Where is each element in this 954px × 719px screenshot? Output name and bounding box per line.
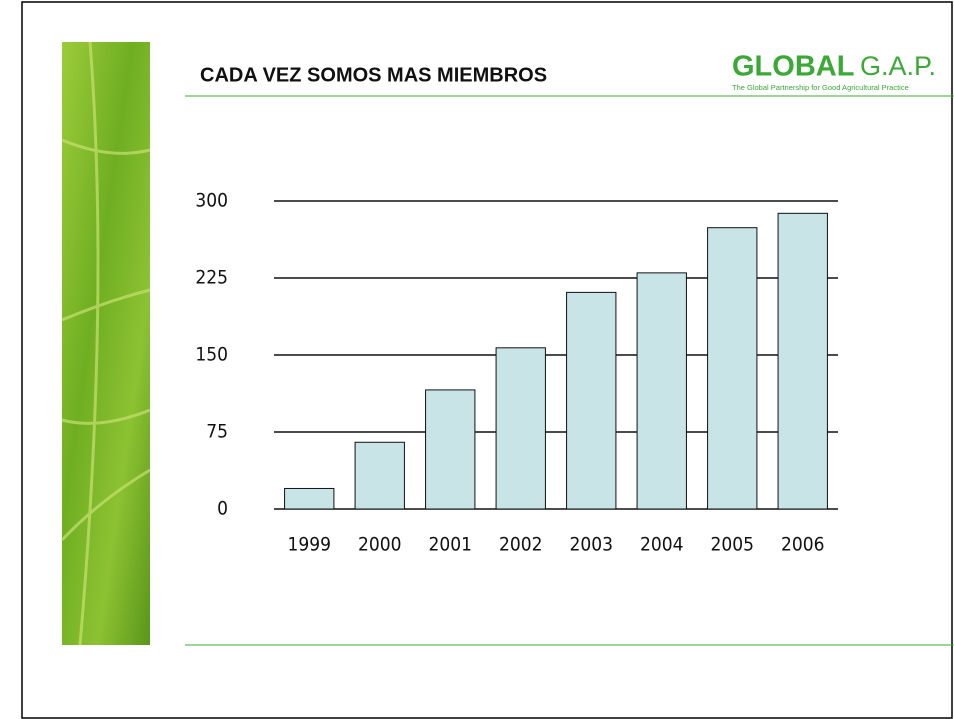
- bar: [425, 389, 476, 510]
- y-tick-label: 0: [217, 498, 228, 520]
- x-tick-label: 2000: [358, 534, 402, 556]
- x-tick-label: 2004: [640, 534, 684, 556]
- y-tick-label: 150: [195, 344, 228, 366]
- bar: [777, 212, 828, 510]
- logo-suffix: G.A.P.: [860, 51, 936, 81]
- y-tick-label: 75: [206, 421, 228, 443]
- bar: [495, 347, 546, 510]
- x-tick-label: 2003: [570, 534, 614, 556]
- logo-brand: GLOBAL: [732, 51, 854, 83]
- x-tick-label: 2002: [499, 534, 543, 556]
- logo-tagline: The Global Partnership for Good Agricult…: [732, 83, 909, 92]
- bar: [636, 272, 687, 510]
- slide-title: CADA VEZ SOMOS MAS MIEMBROS: [200, 64, 547, 86]
- chart: 0 75 150 225 300 1999 2000 2001 2002 2003 2004 2005…: [195, 190, 838, 556]
- bar: [354, 441, 405, 510]
- x-tick-label: 2005: [711, 534, 755, 556]
- y-tick-label: 300: [195, 190, 228, 212]
- x-tick-label: 2001: [429, 534, 473, 556]
- slide-frame: [21, 1, 953, 719]
- x-tick-label: 1999: [288, 534, 332, 556]
- leaf-image: [60, 41, 151, 646]
- y-tick-label: 225: [195, 267, 228, 289]
- x-tick-label: 2006: [781, 534, 825, 556]
- bar: [566, 291, 617, 510]
- bar: [284, 487, 335, 510]
- bar: [707, 227, 758, 510]
